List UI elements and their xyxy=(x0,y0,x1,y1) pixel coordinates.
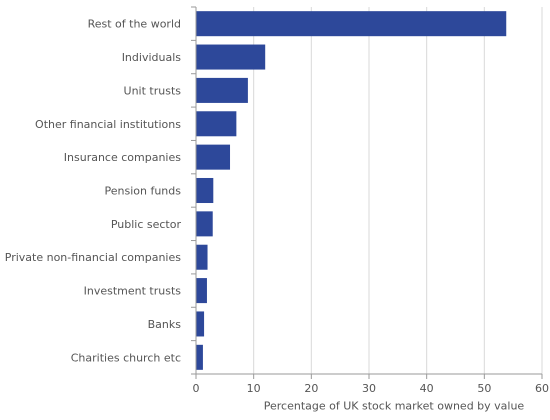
bar-5 xyxy=(196,177,214,204)
category-label-1: Individuals xyxy=(122,51,182,64)
x-tick-label-1: 10 xyxy=(247,382,261,395)
bar-8 xyxy=(196,278,207,304)
bar-6 xyxy=(196,211,213,237)
bar-3 xyxy=(196,111,237,137)
bar-10 xyxy=(196,344,203,370)
x-tick-label-3: 30 xyxy=(362,382,376,395)
category-label-4: Insurance companies xyxy=(64,151,181,164)
category-label-5: Pension funds xyxy=(105,185,182,198)
x-tick-label-6: 60 xyxy=(535,382,549,395)
category-label-0: Rest of the world xyxy=(88,18,181,31)
category-label-3: Other financial institutions xyxy=(35,118,181,131)
category-label-6: Public sector xyxy=(111,218,182,231)
x-tick-label-0: 0 xyxy=(193,382,200,395)
bar-0 xyxy=(196,11,507,37)
x-tick-label-4: 40 xyxy=(420,382,434,395)
x-tick-label-2: 20 xyxy=(304,382,318,395)
category-label-2: Unit trusts xyxy=(124,84,182,97)
bar-9 xyxy=(196,311,205,337)
bar-2 xyxy=(196,77,248,103)
x-tick-label-5: 50 xyxy=(477,382,491,395)
bar-7 xyxy=(196,244,208,270)
labels: 0 10 20 30 40 50 60 Rest of the world Individual… xyxy=(5,18,549,395)
x-axis-title: Percentage of UK stock market owned by v… xyxy=(264,400,525,413)
bar-4 xyxy=(196,144,231,170)
category-label-10: Charities church etc xyxy=(71,351,181,364)
category-label-9: Banks xyxy=(148,318,182,331)
axes xyxy=(191,6,543,379)
category-label-8: Investment trusts xyxy=(84,285,182,298)
bar-1 xyxy=(196,44,266,70)
grid-lines xyxy=(253,7,543,374)
category-label-7: Private non-financial companies xyxy=(5,251,182,264)
bars xyxy=(196,11,507,370)
